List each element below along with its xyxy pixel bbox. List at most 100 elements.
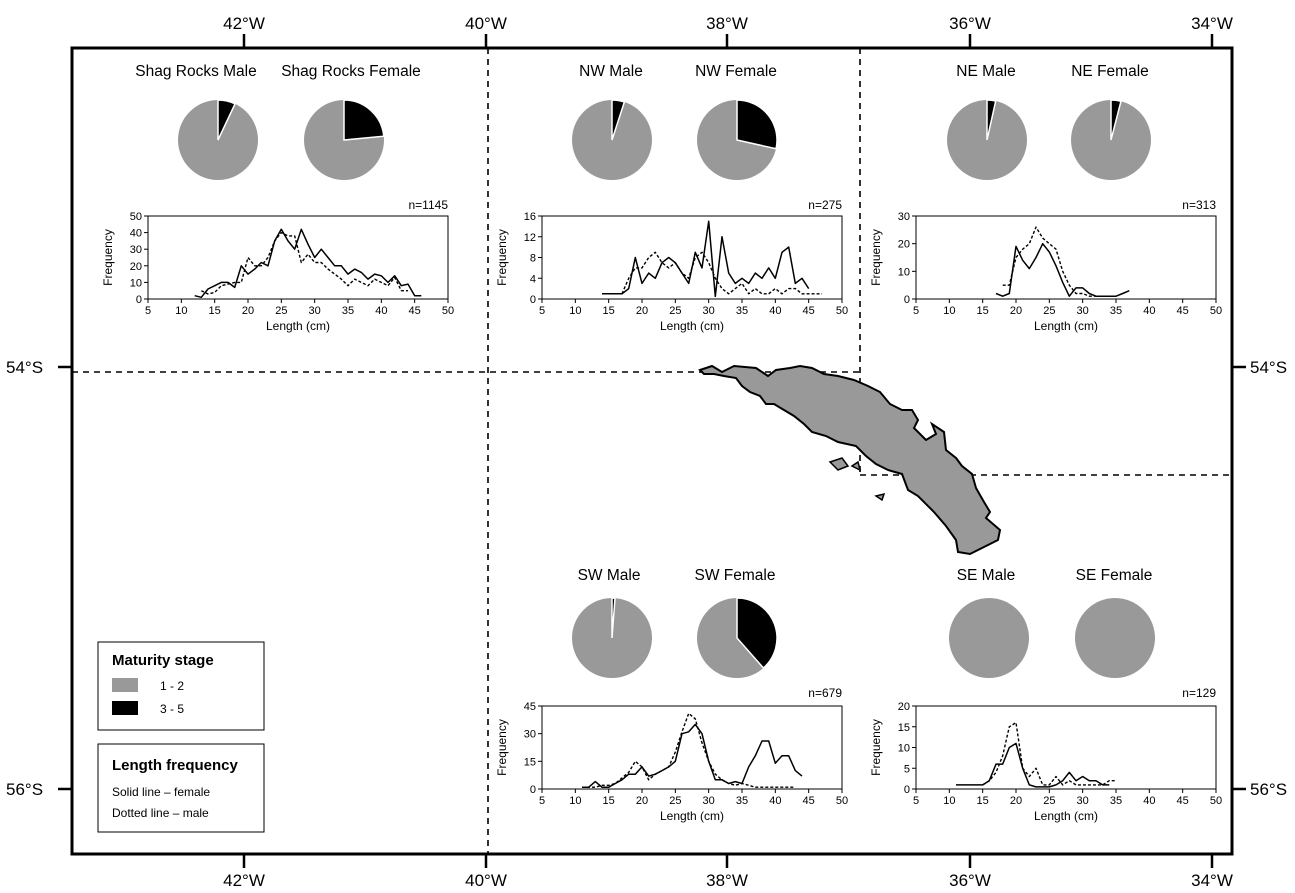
pie-title: NW Male bbox=[579, 63, 643, 80]
series-line-female bbox=[194, 228, 422, 299]
x-tick-label: 15 bbox=[603, 795, 615, 807]
legend-swatch-mature bbox=[112, 701, 138, 715]
x-tick-label: 25 bbox=[275, 305, 287, 317]
longitude-label-top: 42°W bbox=[223, 14, 265, 33]
y-tick-label: 40 bbox=[130, 228, 142, 240]
pie-title: SE Female bbox=[1076, 567, 1153, 584]
pie-slice-mature bbox=[736, 597, 778, 670]
y-tick-label: 45 bbox=[524, 701, 536, 713]
pie-title: SE Male bbox=[957, 567, 1016, 584]
longitude-label-top: 40°W bbox=[465, 14, 507, 33]
y-axis-label: Frequency bbox=[101, 229, 115, 286]
y-tick-label: 10 bbox=[898, 743, 910, 755]
y-tick-label: 30 bbox=[524, 729, 536, 741]
x-tick-label: 10 bbox=[943, 305, 955, 317]
region-shag-rocks: Shag Rocks Male Shag Rocks Female n=1145… bbox=[101, 63, 454, 333]
x-tick-label: 20 bbox=[636, 305, 648, 317]
y-axis-label: Frequency bbox=[869, 229, 883, 286]
sample-size: n=1145 bbox=[409, 198, 449, 212]
region-se: SE Male SE Female n=129 5 10 15 20 25 30 35 40 4… bbox=[869, 567, 1222, 823]
legend-swatch-immature bbox=[112, 678, 138, 692]
y-tick-label: 8 bbox=[530, 253, 536, 265]
x-tick-label: 45 bbox=[803, 795, 815, 807]
legend-length-frequency: Length frequency Solid line – female Dot… bbox=[97, 743, 265, 833]
y-tick-label: 20 bbox=[130, 261, 142, 273]
y-tick-label: 4 bbox=[530, 273, 536, 285]
y-tick-label: 20 bbox=[898, 239, 910, 251]
x-tick-label: 15 bbox=[977, 795, 989, 807]
x-tick-label: 30 bbox=[1077, 305, 1089, 317]
x-tick-label: 20 bbox=[242, 305, 254, 317]
x-tick-label: 10 bbox=[569, 795, 581, 807]
pie-chart bbox=[697, 99, 778, 180]
plot-frame bbox=[915, 215, 1217, 300]
x-tick-label: 5 bbox=[913, 305, 919, 317]
pie-title: NW Female bbox=[695, 63, 777, 80]
longitude-label-top: 36°W bbox=[949, 14, 991, 33]
y-tick-label: 10 bbox=[898, 266, 910, 278]
pie-chart bbox=[572, 597, 652, 678]
pie-slice-immature bbox=[949, 598, 1029, 678]
y-tick-label: 10 bbox=[130, 277, 142, 289]
region-boundaries bbox=[72, 48, 1232, 854]
x-tick-label: 35 bbox=[1110, 305, 1122, 317]
series-line-male bbox=[621, 251, 822, 295]
latitude-ticks bbox=[58, 365, 1246, 791]
series-line-male bbox=[982, 721, 1116, 786]
plot-frame bbox=[541, 215, 843, 300]
sample-size: n=129 bbox=[1182, 686, 1216, 700]
y-tick-label: 15 bbox=[524, 756, 536, 768]
y-axis-label: Frequency bbox=[495, 719, 509, 776]
series-line-female bbox=[995, 242, 1130, 297]
longitude-label-bottom: 36°W bbox=[949, 871, 991, 890]
length-frequency-chart: 5 10 15 20 25 30 35 40 45 50 0 10 20 30 40 50 Length (cm… bbox=[101, 211, 454, 333]
x-axis-label: Length (cm) bbox=[1034, 319, 1098, 333]
y-tick-label: 16 bbox=[524, 211, 536, 223]
x-tick-label: 50 bbox=[1210, 795, 1222, 807]
y-axis-label: Frequency bbox=[869, 719, 883, 776]
legend-title: Maturity stage bbox=[112, 652, 214, 669]
longitude-label-bottom: 38°W bbox=[706, 871, 748, 890]
x-tick-label: 35 bbox=[1110, 795, 1122, 807]
x-axis-label: Length (cm) bbox=[266, 319, 330, 333]
y-tick-label: 20 bbox=[898, 701, 910, 713]
pie-slice-mature bbox=[736, 99, 778, 150]
x-axis-label: Length (cm) bbox=[660, 319, 724, 333]
latitude-label-left: 56°S bbox=[6, 780, 43, 799]
series-line-male bbox=[1002, 226, 1110, 297]
x-tick-label: 15 bbox=[977, 305, 989, 317]
x-tick-label: 45 bbox=[1177, 305, 1189, 317]
y-tick-label: 0 bbox=[904, 784, 910, 796]
series-line-female bbox=[956, 742, 1110, 788]
pie-title: NE Female bbox=[1071, 63, 1149, 80]
pie-title: SW Male bbox=[578, 567, 641, 584]
x-tick-label: 10 bbox=[175, 305, 187, 317]
pie-slice-immature bbox=[1075, 598, 1155, 678]
x-tick-label: 45 bbox=[803, 305, 815, 317]
x-tick-label: 45 bbox=[1177, 795, 1189, 807]
pie-title: SW Female bbox=[695, 567, 776, 584]
legend-label: Solid line – female bbox=[112, 785, 210, 799]
x-tick-label: 30 bbox=[1077, 795, 1089, 807]
x-tick-label: 20 bbox=[1010, 795, 1022, 807]
sample-size: n=275 bbox=[808, 198, 842, 212]
y-tick-label: 5 bbox=[904, 763, 910, 775]
x-tick-label: 35 bbox=[736, 795, 748, 807]
south-georgia-island bbox=[698, 364, 1002, 556]
region-sw: SW Male SW Female n=679 5 10 15 20 25 30 35 40 4… bbox=[495, 567, 848, 823]
pie-chart bbox=[572, 99, 652, 180]
x-tick-label: 15 bbox=[209, 305, 221, 317]
sample-size: n=313 bbox=[1182, 198, 1216, 212]
y-tick-label: 0 bbox=[530, 294, 536, 306]
x-tick-label: 25 bbox=[669, 795, 681, 807]
x-tick-label: 15 bbox=[603, 305, 615, 317]
legend-maturity: Maturity stage 1 - 2 3 - 5 bbox=[97, 641, 265, 731]
region-nw: NW Male NW Female n=275 5 10 15 20 25 30 35 40 4… bbox=[495, 63, 848, 333]
x-tick-label: 50 bbox=[836, 305, 848, 317]
x-tick-label: 20 bbox=[1010, 305, 1022, 317]
x-tick-label: 30 bbox=[309, 305, 321, 317]
legend-title: Length frequency bbox=[112, 757, 239, 774]
length-frequency-chart: 5 10 15 20 25 30 35 40 45 50 0 4 8 12 16 Length (cm) Fre… bbox=[495, 211, 848, 333]
pie-slice-mature bbox=[611, 99, 626, 141]
